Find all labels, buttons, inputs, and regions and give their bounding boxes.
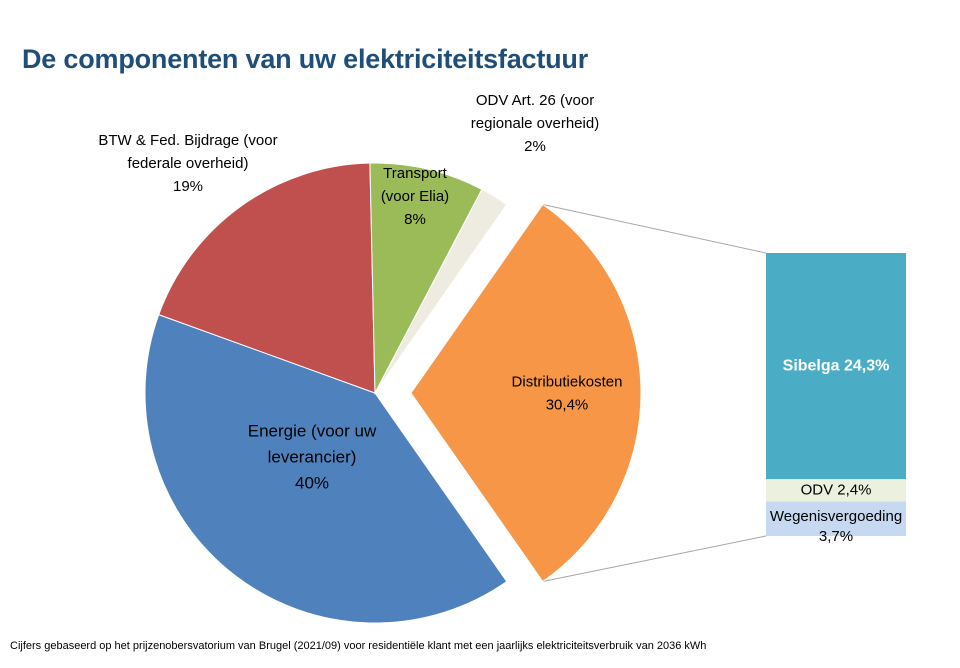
bar-label-odv-2-4: ODV 2,4% [801, 481, 872, 498]
pie-slice-energie-voor-uw [144, 313, 508, 624]
slice-label-odv-art-26-voor: ODV Art. 26 (voor regionale overheid) 2% [471, 92, 599, 155]
connector-line-top [542, 203, 767, 254]
pie-chart [144, 162, 642, 624]
footnote: Cijfers gebaseerd op het prijzenobersvat… [10, 640, 707, 652]
chart-title: De componenten van uw elektriciteitsfact… [22, 44, 589, 74]
connector-lines [542, 203, 767, 583]
bar-segment-wegenisvergoeding [766, 501, 906, 536]
slice-label-transport: Transport (voor Elia) 8% [381, 165, 449, 228]
bar-segment-odv-2-4 [766, 479, 906, 502]
pie-slice-odv-art-26-voor [374, 188, 508, 394]
pie-slice-distributiekosten [410, 203, 642, 583]
stacked-bar [766, 253, 906, 536]
slice-label-distributiekosten: Distributiekosten 30,4% [512, 373, 623, 413]
pie-slice-transport [369, 162, 483, 395]
bar-label-wegenisvergoeding: Wegenisvergoeding 3,7% [770, 508, 902, 545]
chart-labels: Distributiekosten 30,4% Energie (voor uw le… [98, 92, 902, 545]
connector-line-bottom [542, 535, 767, 583]
bar-label-sibelga-24-3: Sibelga 24,3% [783, 357, 890, 374]
bar-segment-sibelga-24-3 [766, 253, 906, 480]
slice-label-btw-fed-bijdrage-voor: BTW & Fed. Bijdrage (voor federale overhe… [98, 132, 277, 195]
pie-slice-btw-fed-bijdrage-voor [158, 162, 376, 394]
slice-label-energie-voor-uw: Energie (voor uw leverancier) 40% [248, 421, 377, 492]
